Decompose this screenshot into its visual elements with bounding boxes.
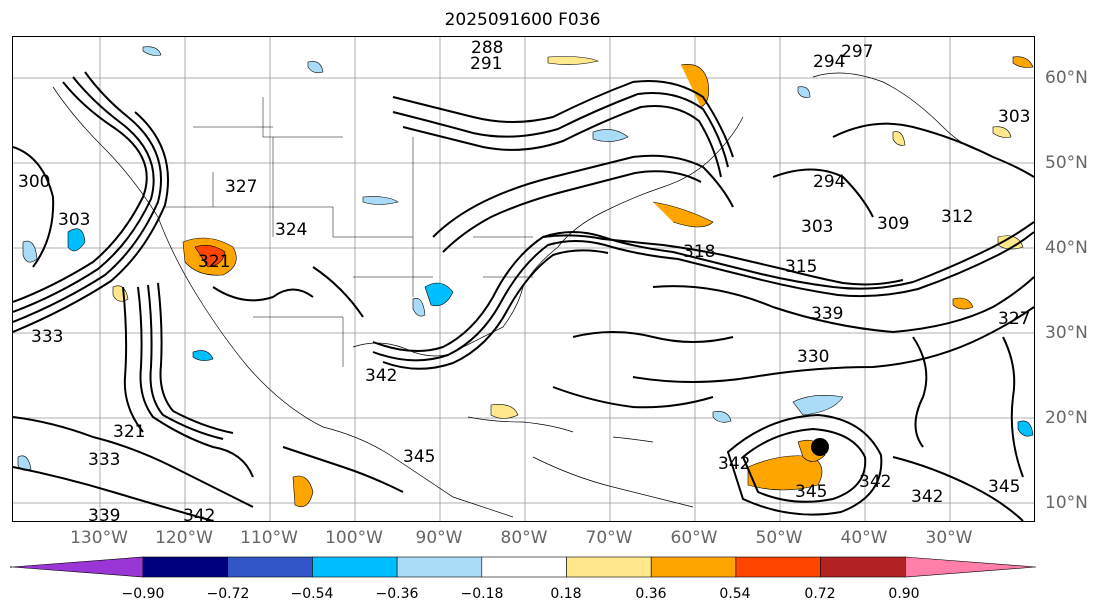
contour-label: 327 [225,177,257,197]
contour-label: 288 [471,38,503,58]
lon-label: 30°W [925,528,973,548]
contour-label: 294 [813,52,845,72]
colorbar-tick: 0.72 [804,586,836,602]
lon-label: 100°W [325,528,383,548]
contour-label: 297 [841,42,873,62]
contour-label: 318 [683,242,715,262]
colorbar-tick: 0.18 [550,586,582,602]
contour-label: 291 [470,54,502,74]
map-canvas: 288 291 294 297 294 303 303 309 312 318 … [13,37,1034,521]
contour-label: 327 [998,309,1030,329]
colorbar-extend-left [11,556,144,578]
colorbar-cell [142,556,228,578]
contour-label: 321 [198,252,230,272]
colorbar-extend-right [905,556,1037,578]
contour-label: 300 [18,172,50,192]
contour-label: 345 [988,477,1020,497]
contour-label: 342 [718,454,750,474]
colorbar-tick: −0.90 [121,586,165,602]
contour-label: 309 [877,214,909,234]
map-title: 2025091600 F036 [444,10,601,30]
contour-label: 303 [58,210,90,230]
contour-label: 330 [797,347,829,367]
lon-label: 40°W [840,528,888,548]
contour-label: 333 [31,327,63,347]
colorbar-cell [566,556,652,578]
colorbar-cell [312,556,398,578]
colorbar-cell [227,556,313,578]
contour-label: 345 [403,447,435,467]
contour-label: 342 [859,472,891,492]
colorbar-cell [735,556,821,578]
contour-label: 294 [813,172,845,192]
lon-label: 90°W [415,528,463,548]
lon-label: 130°W [70,528,128,548]
lon-label: 50°W [755,528,803,548]
contour-label: 339 [811,304,843,324]
borders [163,97,533,367]
contour-label: 342 [183,506,215,521]
colorbar-cell [650,556,737,578]
colorbar-tick: −0.18 [460,586,504,602]
colorbar-tick: 0.54 [719,586,751,602]
contour-label: 303 [801,217,833,237]
lat-label: 20°N [1045,408,1088,428]
lon-label: 60°W [670,528,718,548]
contour-label: 303 [998,107,1030,127]
colorbar-tick: 0.90 [888,586,920,602]
graticule [13,37,1034,521]
colorbar [10,556,1037,578]
negative-shading [17,46,1034,471]
colorbar-tick: −0.54 [290,586,334,602]
lon-label: 70°W [585,528,633,548]
lon-label: 120°W [155,528,213,548]
contour-label: 312 [941,207,973,227]
colorbar-cell [820,556,906,578]
contour-label: 324 [275,220,307,240]
colorbar-cell [396,556,483,578]
contour-label: 333 [88,450,120,470]
contour-label: 315 [785,257,817,277]
colorbar-tick: 0.36 [635,586,667,602]
lat-label: 30°N [1045,323,1088,343]
lon-label: 110°W [240,528,298,548]
contour-label: 342 [365,366,397,386]
colorbar-cell [481,556,567,578]
colorbar-tick: −0.72 [206,586,250,602]
contour-label: 342 [911,487,943,507]
contour-label: 321 [113,422,145,442]
contours [13,71,1034,521]
contour-label: 345 [795,482,827,502]
contour-labels: 288 291 294 297 294 303 303 309 312 318 … [18,38,1030,521]
colorbar-tick: −0.36 [375,586,419,602]
positive-shading [112,56,1034,508]
storm-center-marker [811,438,829,456]
lat-label: 60°N [1045,68,1088,88]
lat-label: 40°N [1045,238,1088,258]
contour-label: 339 [88,506,120,521]
lat-label: 10°N [1045,493,1088,513]
lat-label: 50°N [1045,153,1088,173]
map-panel: 288 291 294 297 294 303 303 309 312 318 … [12,36,1035,522]
lon-label: 80°W [500,528,548,548]
